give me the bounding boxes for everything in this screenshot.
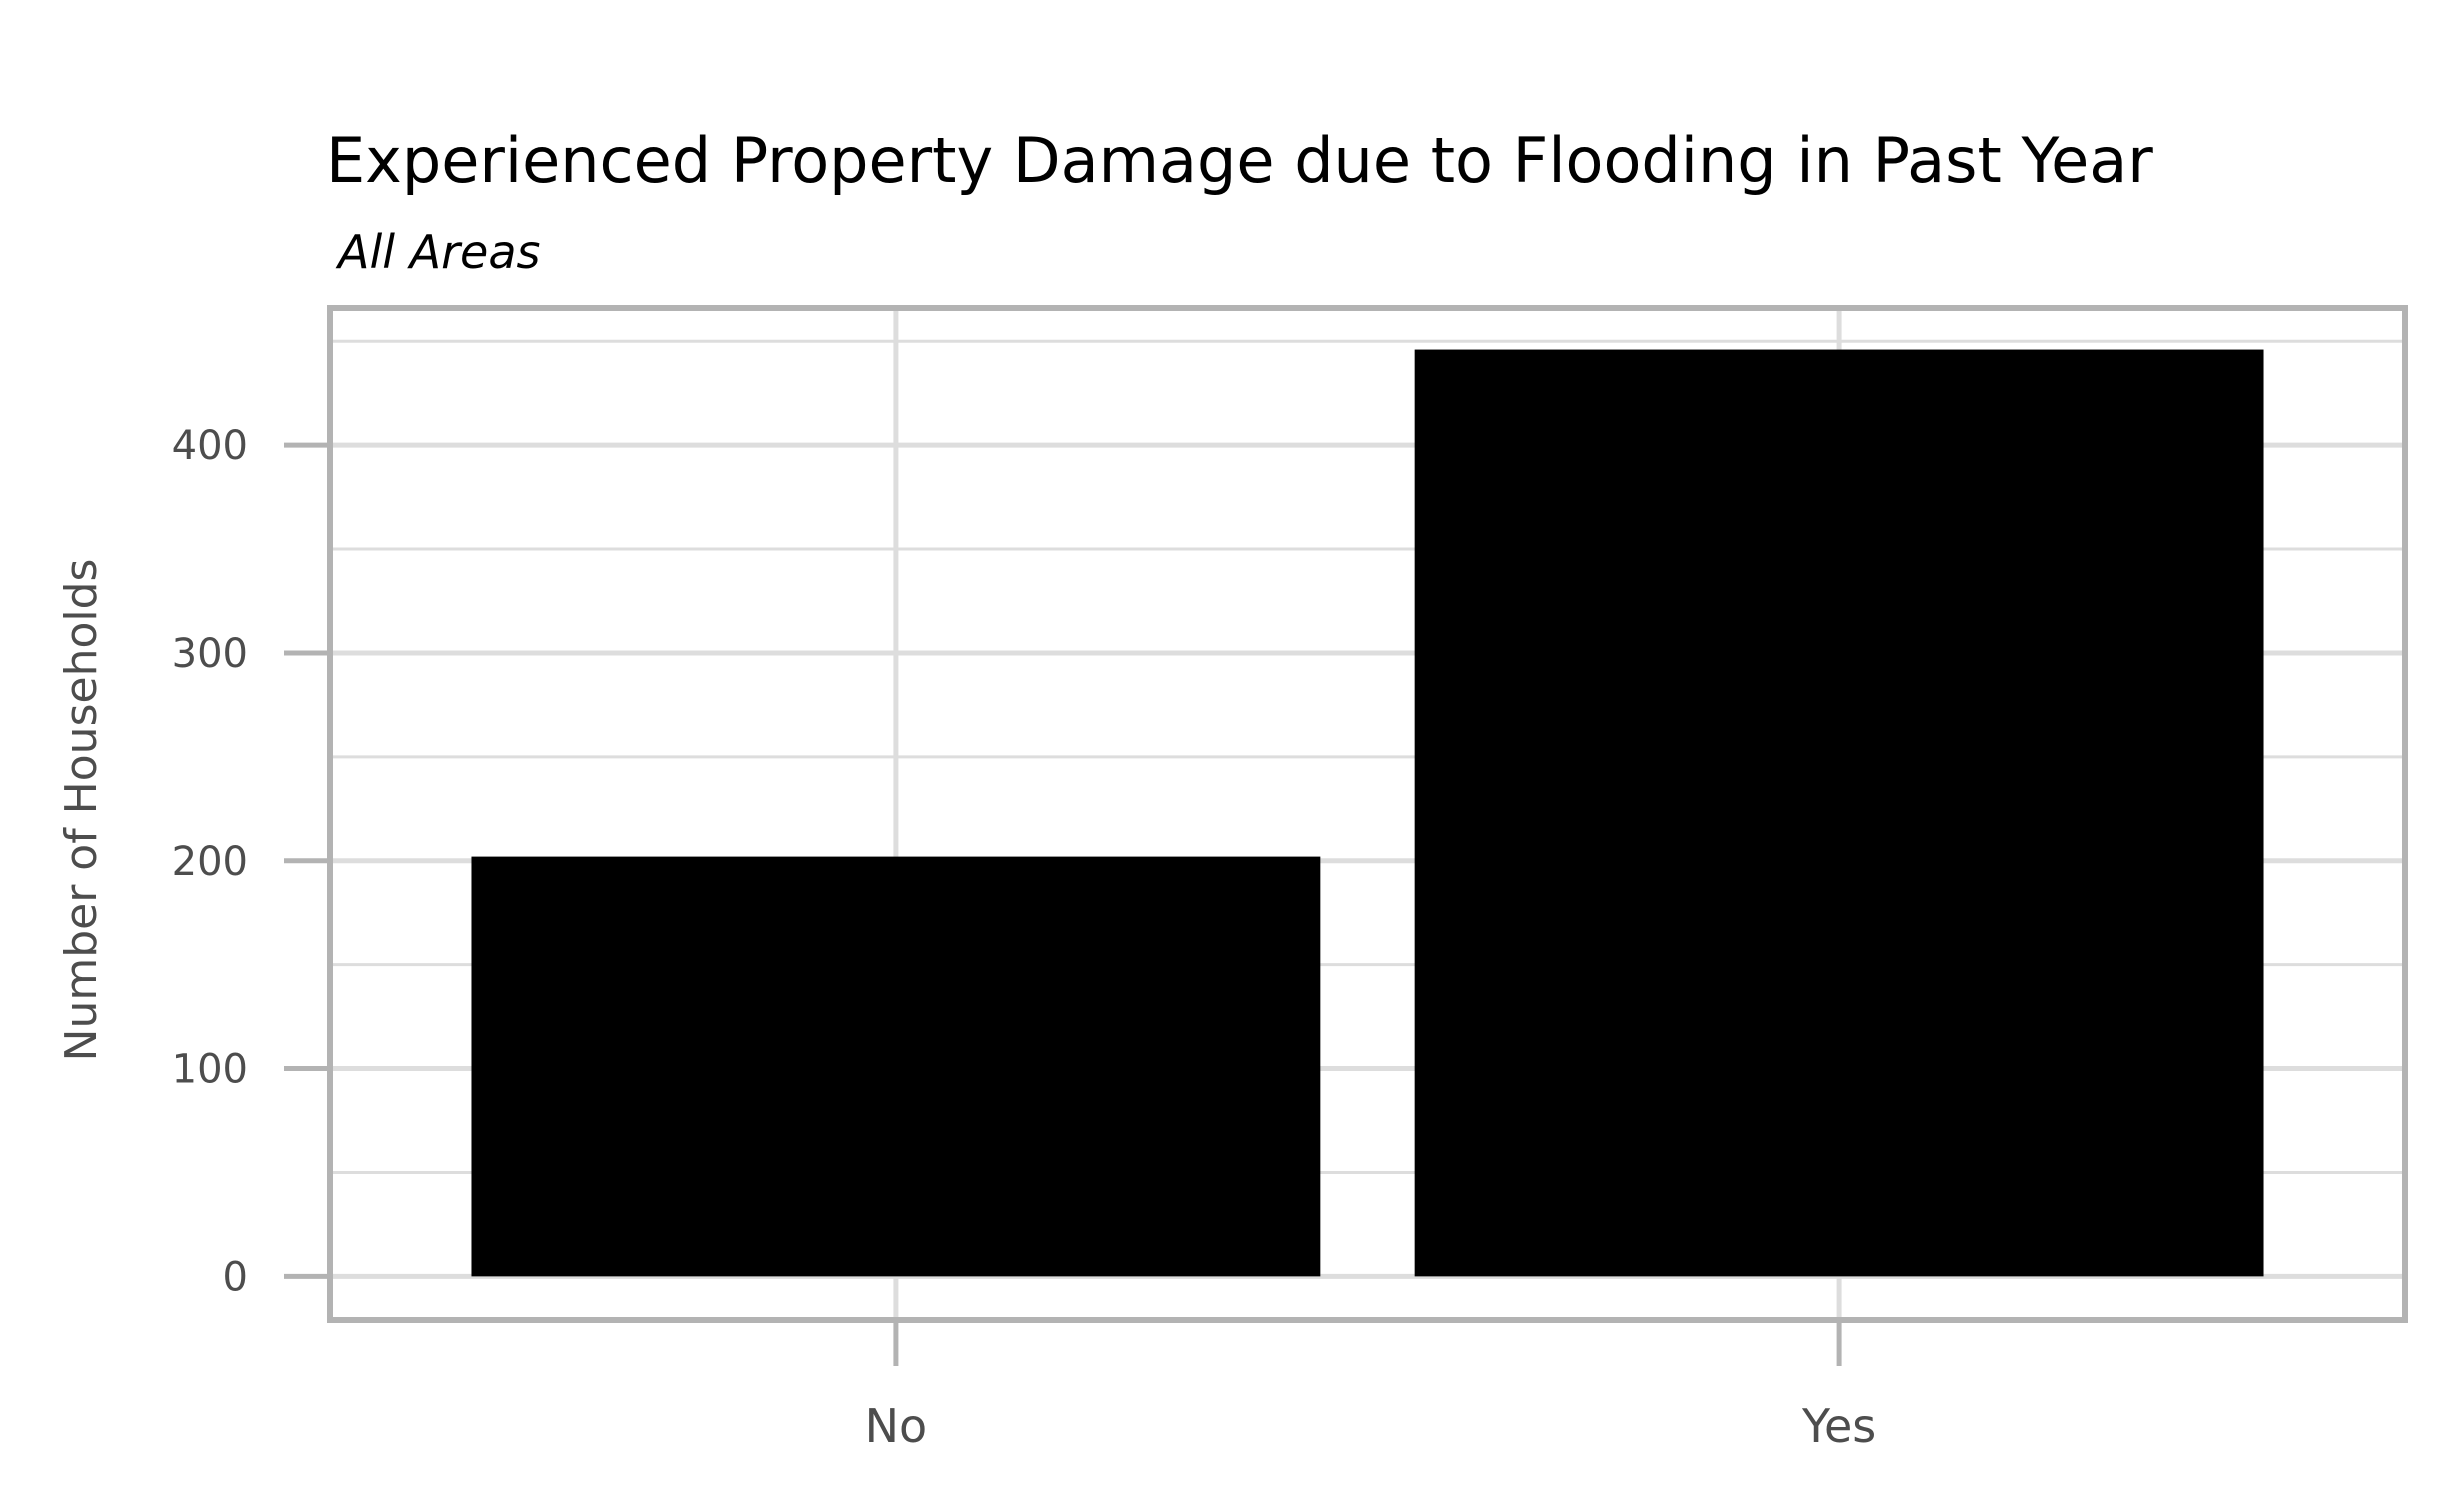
panel-border (327, 305, 2408, 1323)
y-axis-ticks (284, 442, 330, 1279)
x-tick-label: Yes (1801, 1399, 1876, 1453)
y-tick-label: 0 (223, 1254, 248, 1300)
y-tick-label: 100 (172, 1047, 248, 1093)
chart-title: Experienced Property Damage due to Flood… (326, 124, 2153, 197)
y-tick-label: 400 (172, 423, 248, 469)
y-axis-tick-labels: 0 100 200 300 400 (172, 423, 248, 1300)
y-tick-label: 300 (172, 631, 248, 677)
x-tick-label: No (865, 1399, 928, 1453)
chart-subtitle: All Areas (335, 225, 541, 279)
x-axis-ticks (893, 1320, 1842, 1366)
bars (471, 349, 2264, 1277)
y-axis-label: Number of Households (56, 559, 107, 1062)
bar-yes (1414, 349, 2264, 1277)
bar-no (471, 856, 1321, 1277)
x-axis-tick-labels: No Yes (865, 1399, 1877, 1453)
y-tick-label: 200 (172, 839, 248, 885)
